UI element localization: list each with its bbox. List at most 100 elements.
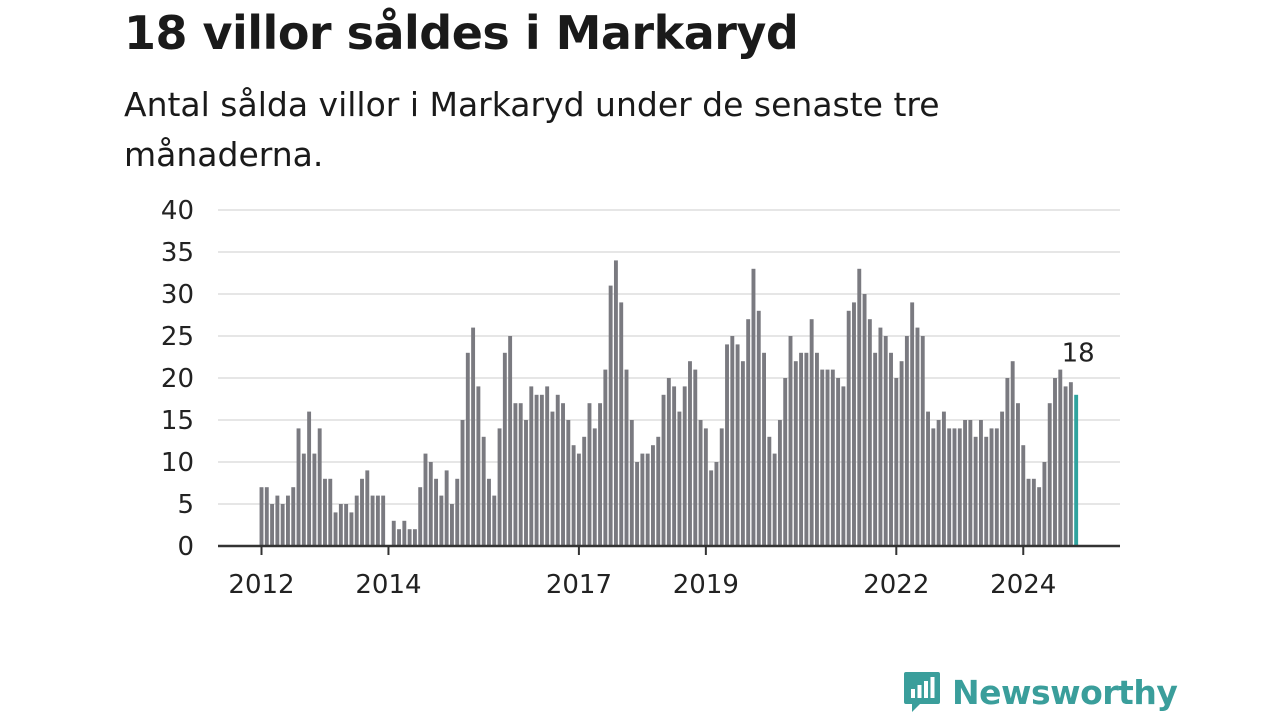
bar xyxy=(709,470,714,546)
y-tick-label-20: 20 xyxy=(161,364,194,394)
bar xyxy=(518,403,523,546)
bar xyxy=(963,420,968,546)
bar xyxy=(524,420,528,546)
bar xyxy=(407,529,412,546)
bar xyxy=(296,428,301,546)
bar xyxy=(1016,403,1020,546)
x-tick-label-2014: 2014 xyxy=(355,570,421,600)
bar xyxy=(920,336,925,546)
bar xyxy=(391,520,396,546)
newsworthy-icon xyxy=(904,672,940,712)
y-tick-label-35: 35 xyxy=(161,238,194,268)
bar xyxy=(883,336,888,546)
y-tick-label-0: 0 xyxy=(177,532,194,562)
x-tick-label-2019: 2019 xyxy=(673,570,739,600)
bar xyxy=(672,386,677,546)
bar xyxy=(449,504,454,546)
bar xyxy=(661,394,666,546)
bar xyxy=(481,436,486,546)
bar xyxy=(846,310,851,546)
chart-subtitle: Antal sålda villor i Markaryd under de s… xyxy=(124,85,940,174)
bar xyxy=(1010,361,1015,546)
bar xyxy=(598,403,603,546)
bar xyxy=(899,361,904,546)
bar xyxy=(545,386,550,546)
bar xyxy=(434,478,439,546)
bar xyxy=(397,529,401,546)
bar xyxy=(677,411,682,546)
bar xyxy=(989,428,994,546)
bar xyxy=(428,462,433,546)
bar-latest xyxy=(1074,394,1079,546)
bar xyxy=(688,361,692,546)
bar xyxy=(777,420,782,546)
bar xyxy=(444,470,449,546)
bar xyxy=(439,495,444,546)
newsworthy-logo: Newsworthy xyxy=(902,670,1178,714)
bar xyxy=(730,336,735,546)
bar xyxy=(926,411,930,546)
bar xyxy=(608,285,613,546)
bar xyxy=(328,478,333,546)
bar xyxy=(1000,411,1005,546)
bar xyxy=(624,369,629,546)
bar xyxy=(703,428,708,546)
bar xyxy=(402,520,407,546)
bar xyxy=(957,428,962,546)
bar xyxy=(497,428,502,546)
bar xyxy=(915,327,920,546)
y-tick-label-25: 25 xyxy=(161,322,194,352)
bar xyxy=(619,302,624,546)
bar xyxy=(841,386,846,546)
bar xyxy=(862,294,867,546)
bar xyxy=(576,453,581,546)
bar xyxy=(889,352,893,546)
bar xyxy=(894,378,899,546)
bar xyxy=(259,487,264,546)
bar xyxy=(1053,378,1057,546)
bar xyxy=(455,478,460,546)
y-tick-label-10: 10 xyxy=(161,448,194,478)
bar xyxy=(317,428,322,546)
x-tick-label-2017: 2017 xyxy=(546,570,612,600)
bar xyxy=(571,445,576,546)
bar xyxy=(767,436,772,546)
bar xyxy=(629,420,634,546)
bar xyxy=(793,361,798,546)
bar xyxy=(539,394,544,546)
bar xyxy=(640,453,645,546)
bar xyxy=(952,428,957,546)
bar xyxy=(333,512,338,546)
chart-title: 18 villor såldes i Markaryd xyxy=(124,6,799,60)
bar xyxy=(423,453,428,546)
bar xyxy=(645,453,650,546)
bar xyxy=(471,327,476,546)
bar xyxy=(264,487,269,546)
bar xyxy=(867,319,872,546)
bar xyxy=(931,428,936,546)
bar xyxy=(1042,462,1047,546)
bar xyxy=(592,428,597,546)
bar xyxy=(984,436,989,546)
bar xyxy=(412,529,417,546)
bar xyxy=(804,352,809,546)
bar xyxy=(508,336,513,546)
x-tick-label-2024: 2024 xyxy=(990,570,1056,600)
bar xyxy=(941,411,946,546)
bar xyxy=(529,386,534,546)
bar xyxy=(381,495,386,546)
bar xyxy=(344,504,349,546)
bar xyxy=(502,352,507,546)
bar xyxy=(465,352,470,546)
bar xyxy=(460,420,465,546)
bar xyxy=(587,403,592,546)
bar xyxy=(904,336,909,546)
bar xyxy=(566,420,571,546)
bar xyxy=(693,369,698,546)
bar xyxy=(312,453,317,546)
bar xyxy=(513,403,518,546)
bar xyxy=(910,302,915,546)
bar xyxy=(809,319,814,546)
bar xyxy=(740,361,745,546)
bar xyxy=(1047,403,1052,546)
